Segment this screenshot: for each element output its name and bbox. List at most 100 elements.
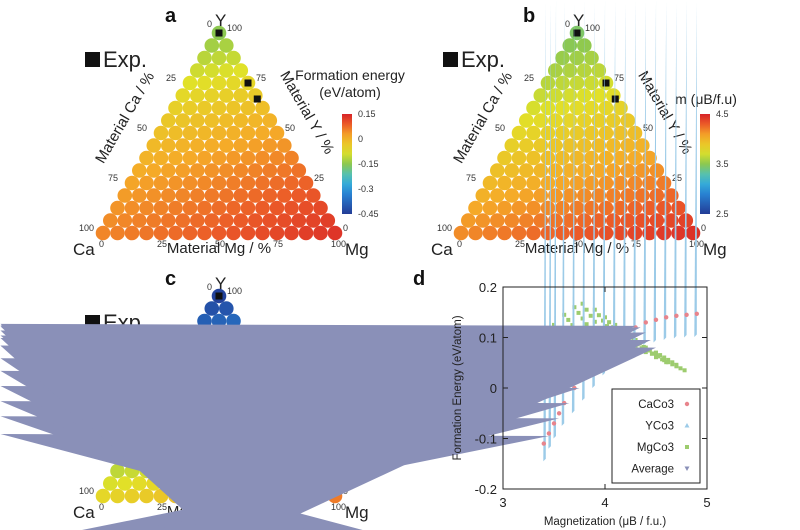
composition-point	[132, 188, 147, 203]
tick-bottom: 25	[515, 239, 525, 249]
composition-point	[146, 138, 162, 153]
composition-point	[190, 163, 205, 178]
composition-point	[197, 50, 212, 66]
composition-point	[153, 175, 169, 191]
experimental-marker	[253, 95, 261, 103]
corner-label-left: Ca	[73, 240, 95, 259]
composition-point	[533, 88, 549, 103]
experimental-marker	[602, 79, 610, 87]
composition-point	[526, 200, 541, 216]
composition-point	[613, 200, 628, 216]
data-point	[694, 0, 697, 338]
tick-right: 0	[701, 223, 706, 233]
composition-point	[255, 125, 270, 141]
data-point	[643, 0, 646, 346]
composition-point	[168, 175, 183, 191]
tick-top-zero: 0	[207, 19, 212, 29]
composition-point	[103, 476, 118, 491]
panel-label: d	[413, 268, 425, 290]
composition-point	[153, 225, 169, 241]
composition-point	[255, 100, 270, 116]
composition-point	[240, 225, 256, 241]
composition-point	[548, 63, 563, 78]
data-point	[654, 350, 658, 355]
colorbar-title: m (μB/f.u)	[675, 91, 737, 107]
y-axis-label: Formation Energy (eV/atom)	[452, 315, 464, 460]
composition-point	[139, 488, 154, 504]
composition-point	[577, 38, 592, 53]
tick-bottom: 0	[99, 239, 104, 249]
data-point	[571, 0, 575, 414]
composition-point	[490, 213, 505, 228]
composition-point	[204, 38, 220, 53]
data-point	[649, 351, 654, 356]
legend-marker	[684, 466, 690, 471]
legend-label: CaCo3	[638, 399, 674, 411]
tick-left: 100	[79, 223, 94, 233]
composition-point	[139, 175, 154, 191]
composition-point	[526, 175, 541, 191]
composition-point	[233, 113, 249, 128]
composition-point	[584, 125, 599, 141]
composition-point	[175, 88, 191, 103]
composition-point	[591, 88, 607, 103]
composition-point	[168, 200, 183, 216]
exp-legend-label: Exp.	[461, 47, 505, 72]
experimental-marker	[573, 29, 581, 37]
composition-point	[526, 150, 541, 166]
composition-point	[248, 113, 263, 128]
data-point	[570, 323, 575, 328]
tick-right: 50	[643, 123, 653, 133]
composition-point	[461, 213, 476, 228]
composition-point	[182, 75, 198, 91]
composition-point	[511, 175, 527, 191]
x-tick-label: 3	[499, 495, 506, 510]
composition-point	[649, 163, 665, 178]
colorbar-units: (eV/atom)	[319, 84, 380, 100]
data-point	[666, 360, 671, 365]
composition-point	[161, 138, 176, 153]
composition-point	[226, 100, 241, 116]
tick-right: 100	[227, 23, 242, 33]
composition-point	[635, 138, 650, 153]
data-point	[673, 0, 677, 339]
composition-point	[110, 463, 125, 479]
composition-point	[497, 200, 512, 216]
composition-point	[211, 175, 227, 191]
composition-point	[95, 488, 111, 504]
data-point	[0, 345, 656, 530]
composition-point	[562, 63, 578, 78]
composition-point	[584, 100, 599, 116]
composition-point	[511, 150, 527, 166]
composition-point	[635, 163, 650, 178]
colorbar-tick: -0.3	[358, 184, 374, 194]
composition-point	[248, 138, 263, 153]
composition-point	[584, 50, 599, 66]
scatter-panel-d: d 3 4 5 0.2 0.1 0 -0.1 -0.2 Magnetization (μB / f…	[0, 0, 711, 530]
composition-point	[606, 188, 621, 203]
composition-point	[117, 213, 133, 228]
composition-point	[569, 175, 585, 191]
composition-point	[555, 150, 570, 166]
composition-point	[468, 200, 483, 216]
data-point	[664, 315, 669, 320]
composition-point	[482, 200, 498, 216]
composition-point	[153, 125, 169, 141]
composition-point	[548, 113, 563, 128]
axis-label-bottom: Material Mg / %	[167, 240, 271, 257]
corner-label-right: Mg	[703, 240, 727, 259]
data-point	[612, 0, 616, 366]
composition-point	[298, 200, 314, 216]
data-point	[674, 364, 679, 369]
composition-point	[226, 200, 241, 216]
composition-point	[490, 188, 505, 203]
data-point	[551, 421, 557, 426]
composition-point	[277, 213, 292, 228]
composition-point	[248, 163, 263, 178]
composition-point	[642, 150, 657, 166]
data-point	[674, 313, 679, 318]
tick-right: 25	[314, 173, 324, 183]
composition-point	[233, 138, 249, 153]
composition-point	[269, 175, 285, 191]
tick-right: 0	[343, 223, 348, 233]
